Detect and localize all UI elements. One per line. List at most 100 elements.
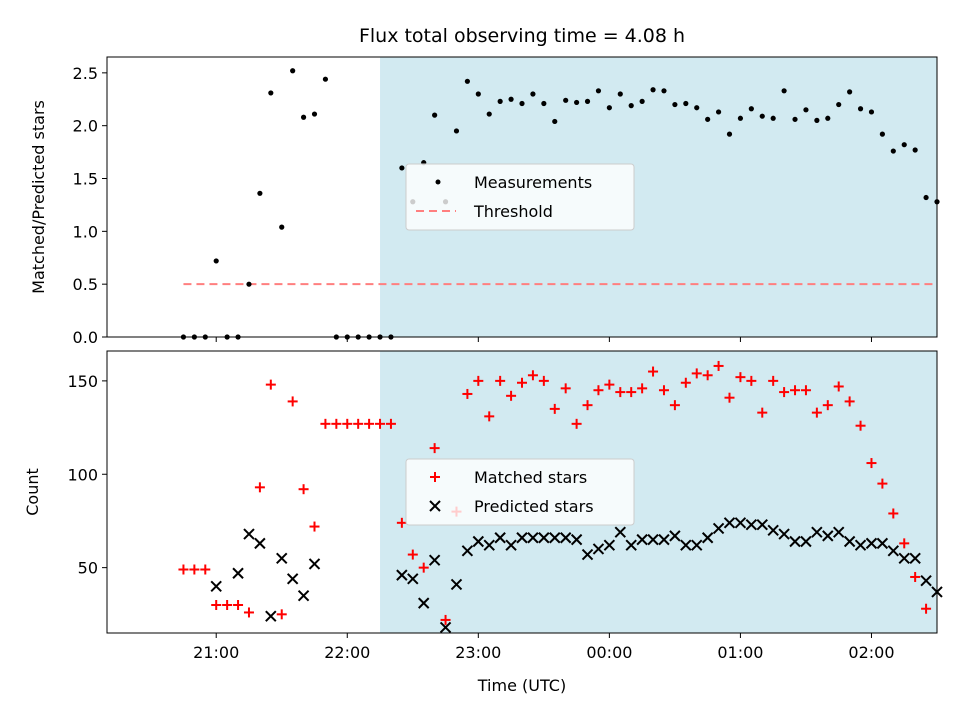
legend-measurements-label: Measurements [474, 173, 592, 192]
ratio-y-axis-label: Matched/Predicted stars [29, 100, 48, 294]
matched-stars-point [790, 385, 801, 396]
predicted-stars-point [439, 621, 452, 634]
predicted-stars-point [756, 518, 768, 531]
predicted-stars-point [483, 539, 495, 551]
ratio-y-ticks: 0.0 0.5 1.0 1.5 2.0 2.5 [73, 64, 107, 347]
legend-matched-marker [430, 472, 440, 482]
predicted-stars-point [800, 535, 812, 548]
y-tick-label: 2.0 [73, 117, 98, 136]
predicted-stars-point [920, 575, 932, 587]
predicted-stars-point [276, 552, 288, 565]
predicted-stars-point [909, 552, 921, 565]
measurement-point [300, 114, 307, 120]
measurement-point [322, 76, 329, 82]
measurement-point [574, 99, 580, 106]
measurement-point [683, 100, 689, 107]
measurement-point [737, 115, 744, 121]
measurement-point [836, 101, 842, 108]
measurements-series [180, 68, 940, 340]
measurement-point [912, 147, 918, 153]
counts-panel-frame [106, 350, 938, 634]
matched-stars-point [855, 420, 866, 431]
measurement-point [453, 128, 460, 134]
measurement-point [213, 258, 219, 264]
matched-stars-point [866, 458, 877, 469]
measurement-point [879, 131, 885, 137]
y-tick-label: 2.5 [73, 64, 98, 83]
matched-stars-point [495, 375, 506, 386]
predicted-stars-point [428, 554, 441, 566]
predicted-stars-point [254, 537, 266, 550]
x-tick-label: 02:00 [848, 643, 894, 662]
measurement-point [432, 112, 438, 118]
matched-stars-point [800, 385, 811, 396]
predicted-stars-point [472, 535, 485, 548]
measurement-point [639, 98, 645, 104]
matched-stars-point [811, 407, 822, 418]
matched-stars-point [702, 370, 713, 381]
matched-stars-point [571, 418, 582, 429]
y-tick-label: 150 [67, 372, 98, 391]
matched-stars-point [243, 607, 254, 618]
legend-predicted-glyph [429, 500, 441, 512]
measurement-point [519, 100, 525, 107]
matched-stars-point [407, 549, 418, 560]
predicted-stars-point [505, 539, 517, 551]
predicted-stars-point [778, 528, 790, 540]
measurement-point [792, 116, 798, 122]
measurement-point [290, 68, 296, 74]
matched-stars-point [484, 411, 495, 422]
legend-threshold-label: Threshold [473, 202, 553, 221]
legend-predicted-marker [429, 500, 441, 512]
predicted-stars-point [887, 545, 900, 557]
matched-stars-point [560, 383, 571, 394]
measurement-point [584, 98, 591, 104]
predicted-stars-point [647, 533, 659, 546]
predicted-stars-point [833, 526, 845, 538]
predicted-stars-point [232, 567, 244, 579]
measurement-point [901, 142, 907, 148]
predicted-stars-point [854, 539, 867, 551]
measurement-point [770, 115, 776, 121]
x-tick-label: 23:00 [455, 643, 501, 662]
matched-stars-point [298, 484, 309, 495]
predicted-stars-point [527, 532, 539, 544]
counts-legend: Matched stars Predicted stars [405, 458, 635, 526]
predicted-stars-point [461, 545, 474, 557]
measurement-point [563, 97, 569, 103]
matched-stars-point [833, 381, 844, 392]
legend-matched-label: Matched stars [474, 468, 587, 487]
measurement-point [923, 194, 929, 201]
matched-stars-point [844, 396, 855, 407]
predicted-stars-point [876, 537, 889, 550]
measurement-point [857, 106, 864, 112]
matched-stars-point [222, 599, 233, 610]
matched-stars-point [331, 418, 342, 429]
measurement-point [552, 118, 558, 125]
matched-stars-point [254, 482, 265, 493]
matched-stars-point [779, 387, 790, 398]
measurement-point [748, 106, 754, 112]
measurement-point [759, 113, 765, 119]
predicted-stars-point [538, 532, 550, 544]
matched-stars-point [178, 564, 189, 575]
matched-stars-point [211, 599, 222, 610]
matched-stars-point [637, 383, 648, 394]
counts-legend-box [405, 458, 635, 526]
matched-stars-point [604, 379, 615, 390]
matched-stars-point [538, 375, 549, 386]
matched-stars-point [342, 418, 353, 429]
measurement-point [279, 224, 285, 230]
matched-stars-point [353, 418, 364, 429]
measurement-point [814, 117, 820, 123]
predicted-stars-point [396, 569, 408, 581]
predicted-stars-point [723, 517, 736, 529]
predicted-stars-point [734, 517, 747, 529]
measurement-point [530, 91, 536, 97]
matched-stars-point [473, 375, 484, 386]
predicted-stars-point [811, 526, 823, 538]
matched-stars-point [233, 599, 244, 610]
x-tick-label: 01:00 [717, 643, 763, 662]
predicted-stars-point [603, 539, 616, 551]
